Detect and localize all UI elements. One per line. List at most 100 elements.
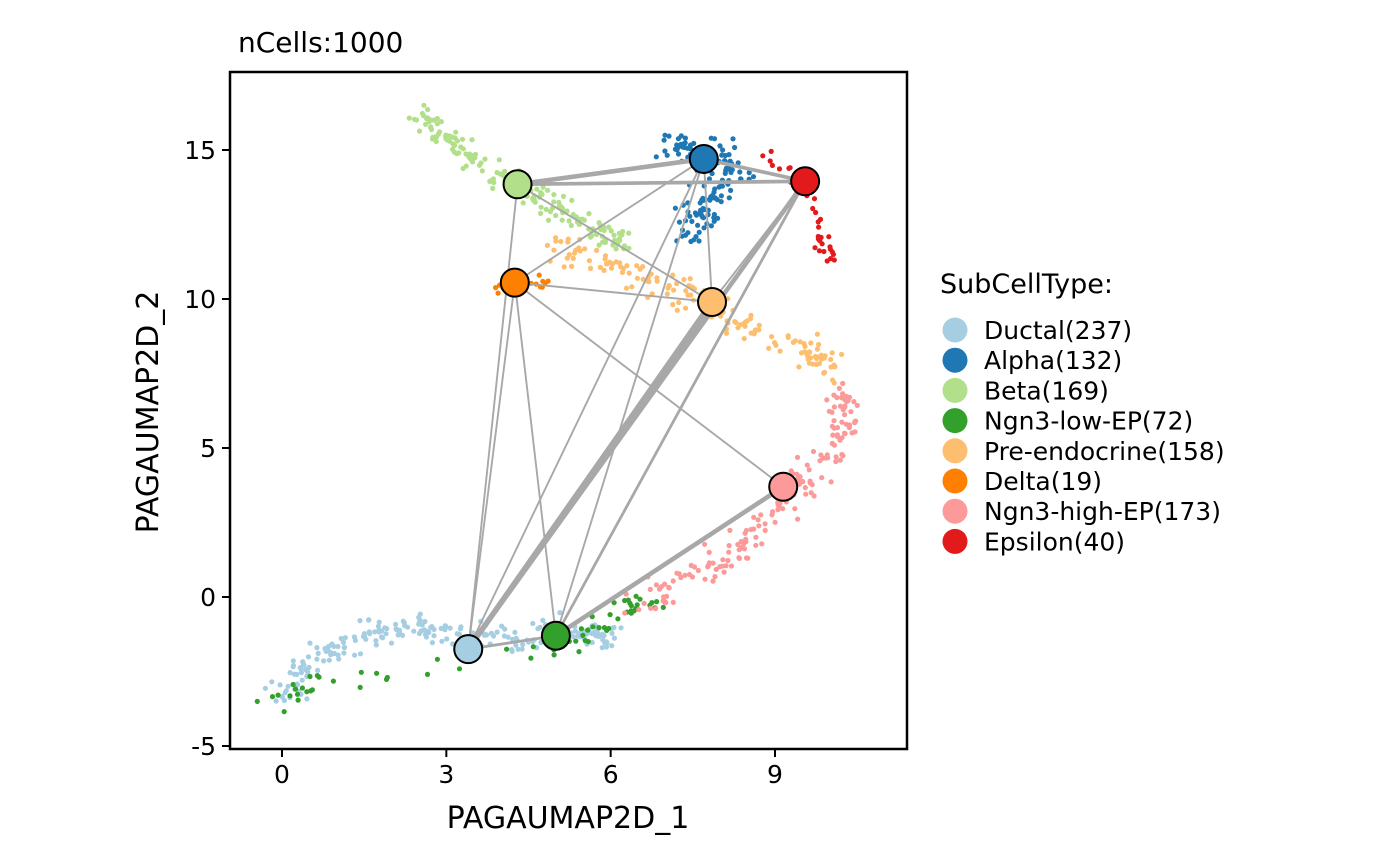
point — [800, 479, 806, 485]
point — [413, 117, 420, 123]
point — [269, 679, 275, 685]
point — [509, 648, 515, 655]
point — [670, 301, 676, 308]
point — [666, 133, 672, 139]
point — [674, 307, 680, 313]
point — [451, 149, 457, 155]
point — [839, 351, 845, 357]
point — [620, 228, 626, 235]
point — [383, 676, 390, 683]
point — [819, 475, 825, 481]
point — [551, 192, 557, 198]
point — [706, 549, 712, 556]
point — [737, 322, 743, 328]
point — [602, 640, 608, 646]
point — [463, 163, 469, 169]
point — [335, 643, 341, 650]
point — [822, 369, 828, 375]
point — [664, 152, 670, 158]
point — [693, 212, 700, 218]
point — [469, 137, 475, 143]
point — [813, 209, 819, 216]
point — [439, 638, 445, 644]
point — [812, 245, 818, 251]
point — [417, 611, 423, 617]
point — [580, 632, 586, 639]
point — [535, 626, 541, 632]
point — [512, 629, 518, 635]
paga-node — [453, 634, 484, 665]
point — [808, 490, 814, 496]
point — [775, 507, 781, 513]
point — [298, 670, 304, 676]
point — [378, 634, 385, 640]
point — [746, 170, 752, 176]
paga-edge — [467, 281, 516, 651]
point — [683, 305, 689, 311]
point — [833, 458, 839, 465]
paga-node — [790, 166, 821, 197]
point — [824, 452, 830, 458]
point — [695, 567, 702, 574]
point — [634, 602, 640, 608]
point — [290, 662, 296, 669]
legend-label: Ngn3-low-EP(72) — [984, 407, 1193, 436]
paga-node — [502, 169, 533, 200]
point — [831, 362, 837, 368]
point — [787, 165, 793, 171]
point — [851, 399, 857, 405]
point — [827, 246, 834, 252]
point — [393, 626, 399, 632]
point — [287, 693, 293, 699]
point — [287, 670, 293, 676]
point — [682, 572, 688, 578]
point — [601, 633, 607, 639]
point — [663, 599, 669, 606]
point — [816, 224, 822, 230]
point — [442, 623, 448, 629]
point — [490, 185, 496, 191]
paga-node — [499, 267, 530, 298]
point — [816, 236, 822, 242]
point — [723, 330, 730, 336]
point — [852, 420, 858, 426]
point — [608, 228, 614, 234]
point — [304, 689, 310, 695]
point — [676, 571, 682, 577]
point — [780, 506, 786, 512]
point — [625, 597, 631, 603]
point — [842, 412, 848, 418]
point — [569, 263, 575, 269]
point — [395, 632, 401, 638]
paga-edge — [513, 281, 785, 488]
point — [279, 693, 285, 700]
point — [760, 153, 766, 159]
point — [616, 236, 623, 242]
point — [402, 623, 408, 629]
point — [285, 683, 291, 689]
point — [495, 290, 501, 296]
point — [674, 147, 680, 153]
point — [729, 167, 735, 173]
point — [792, 506, 798, 512]
point — [623, 285, 630, 291]
legend-label: Delta(19) — [984, 467, 1102, 496]
point — [776, 166, 783, 172]
point — [502, 168, 508, 174]
point — [740, 545, 746, 551]
point — [626, 245, 632, 251]
point — [376, 619, 382, 625]
point — [424, 671, 431, 678]
point — [294, 691, 301, 697]
point — [634, 263, 640, 269]
point — [336, 656, 342, 662]
point — [458, 624, 464, 630]
paga-edge — [467, 157, 705, 651]
point — [807, 480, 813, 486]
x-axis: 0 3 6 9 — [274, 749, 783, 789]
point — [606, 224, 612, 230]
point — [528, 655, 534, 661]
point-group-4 — [544, 235, 845, 386]
point — [814, 331, 821, 337]
point — [538, 189, 544, 196]
